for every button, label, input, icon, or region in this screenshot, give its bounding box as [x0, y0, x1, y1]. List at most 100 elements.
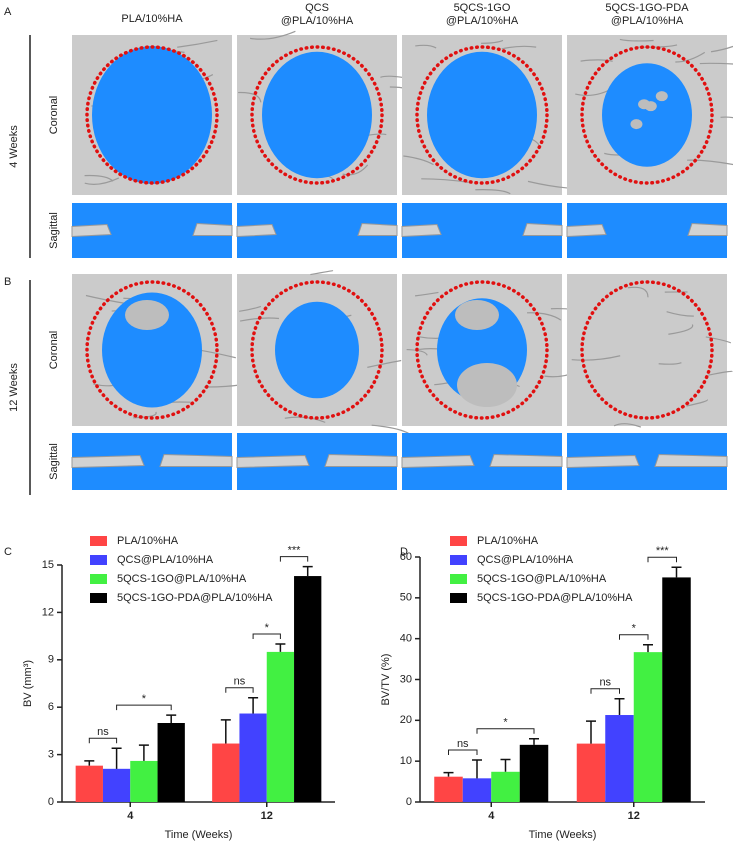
error-bar [500, 758, 511, 772]
bone-texture [406, 348, 428, 356]
bone-island [125, 300, 169, 330]
bone-island [455, 300, 499, 330]
defect-outline [580, 45, 714, 185]
bar [212, 743, 240, 802]
bone-texture [526, 312, 562, 321]
coronal-image [402, 35, 568, 195]
x-axis-label: Time (Weeks) [529, 829, 597, 841]
error-bar [138, 744, 149, 761]
coronal-image [237, 270, 410, 435]
significance-bracket [225, 687, 254, 693]
bar [75, 765, 103, 802]
bone-texture [481, 39, 504, 44]
bone-background [567, 274, 727, 426]
bar [519, 744, 549, 802]
bone-texture [414, 291, 439, 297]
legend-swatch [90, 593, 107, 603]
bone-slice [159, 453, 233, 467]
bone-slice [687, 222, 728, 236]
error-bar [166, 714, 177, 723]
x-tick-label: 12 [628, 810, 640, 822]
defect-area [427, 51, 537, 179]
y-tick-label: 6 [48, 701, 54, 713]
error-bar [220, 719, 231, 744]
significance-bracket [590, 688, 620, 694]
bone-texture [658, 362, 682, 365]
error-bar [111, 747, 122, 769]
bone-texture [619, 38, 654, 42]
bone-slice [236, 223, 277, 238]
significance-label: ns [97, 726, 109, 738]
bone-slice [236, 454, 310, 469]
defect-area [92, 46, 212, 184]
bar [294, 576, 322, 802]
bone-slice [654, 453, 728, 467]
view-label: Coronal [48, 331, 60, 370]
sagittal-image [71, 203, 233, 258]
y-tick-label: 20 [400, 714, 412, 726]
legend-swatch [450, 593, 467, 603]
significance-label: ns [457, 738, 469, 750]
defect-outline [580, 280, 714, 420]
y-axis-label: BV/TV (%) [380, 654, 392, 706]
bone-island [630, 119, 643, 130]
bone-slice [401, 223, 442, 238]
bone-texture [310, 270, 334, 276]
bar [102, 768, 131, 802]
bone-slice [566, 223, 607, 238]
sagittal-image [236, 433, 398, 490]
x-tick-label: 4 [127, 810, 134, 822]
error-bar [472, 759, 482, 779]
bone-texture [475, 189, 511, 195]
legend-swatch [450, 555, 467, 565]
significance-label: * [265, 622, 270, 634]
y-tick-label: 0 [406, 796, 412, 808]
significance-label: * [142, 693, 147, 705]
bone-texture [403, 155, 434, 166]
y-tick-label: 30 [400, 673, 412, 685]
bone-slice [71, 454, 145, 469]
coronal-image [567, 274, 733, 428]
bone-texture [367, 359, 402, 368]
bone-texture [668, 324, 694, 335]
column-header: @PLA/10%HA [446, 15, 519, 27]
column-header: QCS [305, 2, 329, 14]
significance-bracket [619, 634, 649, 640]
bone-texture [342, 164, 369, 176]
significance-bracket [116, 704, 172, 711]
legend-label: QCS@PLA/10%HA [477, 554, 574, 566]
sagittal-image [566, 433, 728, 490]
error-bar [529, 737, 539, 745]
panel-label: B [4, 276, 11, 288]
error-bar [84, 760, 95, 766]
bone-slice [522, 222, 563, 236]
bar [662, 577, 691, 802]
legend-swatch [450, 536, 467, 546]
view-label: Coronal [48, 96, 60, 135]
bone-slice [401, 454, 475, 469]
legend-label: 5QCS-1GO-PDA@PLA/10%HA [117, 592, 273, 604]
bone-texture [686, 399, 708, 407]
significance-label: *** [656, 545, 670, 557]
view-label: Sagittal [48, 443, 60, 480]
defect-outline [415, 45, 549, 185]
sagittal-image [236, 203, 398, 258]
bone-texture [177, 39, 218, 48]
bar [266, 651, 295, 802]
sagittal-image [401, 433, 563, 490]
bar [605, 715, 634, 802]
bone-texture [720, 116, 733, 119]
bone-texture [371, 424, 410, 435]
bone-texture [133, 411, 157, 419]
error-bar [443, 771, 454, 777]
bar [157, 723, 185, 802]
bone-texture [613, 423, 642, 428]
significance-bracket [448, 749, 478, 755]
error-bar [302, 565, 313, 577]
error-bar [275, 643, 286, 652]
column-header: @PLA/10%HA [281, 15, 354, 27]
bone-slice [324, 453, 398, 467]
bone-texture [708, 370, 733, 376]
defect-outline [250, 280, 384, 420]
column-header: 5QCS-1GO [454, 2, 511, 14]
